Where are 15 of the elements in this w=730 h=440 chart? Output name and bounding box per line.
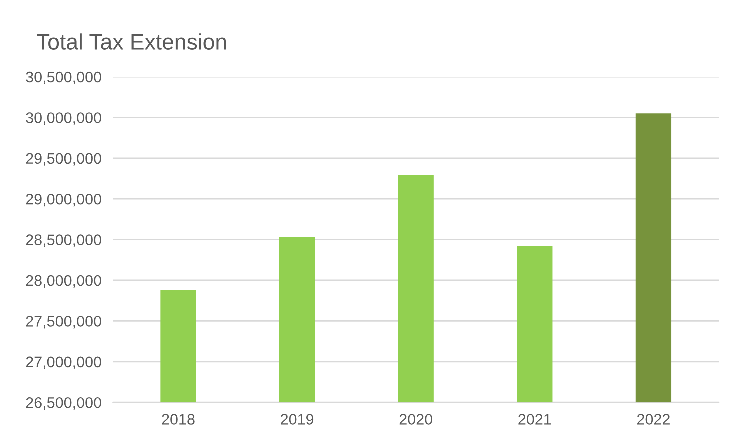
x-tick-label: 2022: [637, 414, 670, 425]
y-tick-label: 27,000,000: [26, 356, 102, 370]
y-tick-label: 30,000,000: [26, 112, 102, 126]
y-tick-label: 29,500,000: [26, 153, 102, 166]
x-tick-label: 2020: [400, 414, 432, 425]
x-tick-label: 2019: [281, 414, 314, 425]
y-tick-label: 28,000,000: [26, 275, 102, 288]
y-tick-label: 30,500,000: [26, 72, 102, 84]
x-tick-label: 2021: [518, 414, 552, 425]
chart-title: Total Tax Extension: [37, 34, 226, 50]
x-tick-label: 2018: [162, 414, 195, 425]
y-tick-label: 27,500,000: [26, 316, 102, 329]
y-tick-label: 28,500,000: [26, 234, 102, 248]
y-tick-label: 29,000,000: [26, 194, 102, 207]
y-tick-label: 26,500,000: [26, 397, 102, 410]
